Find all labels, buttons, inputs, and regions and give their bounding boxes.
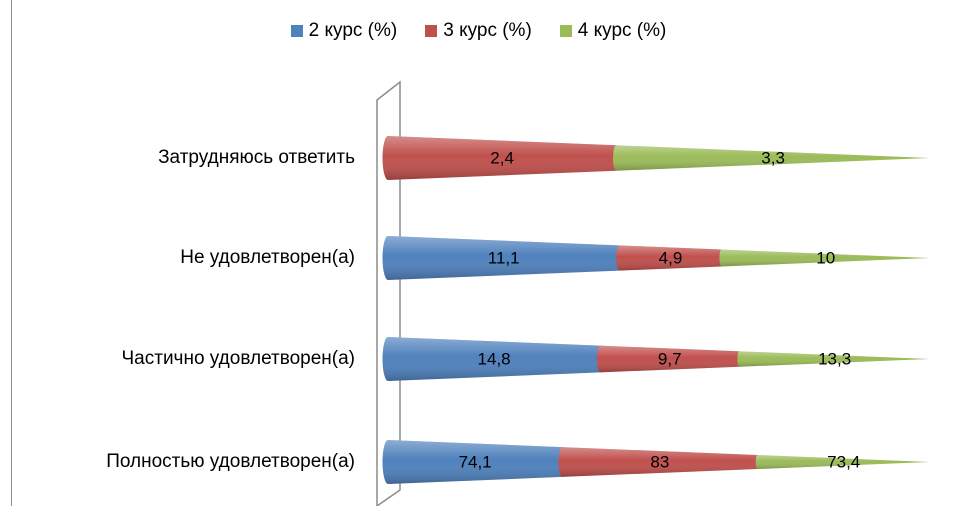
category-label: Частично удовлетворен(а) — [121, 348, 355, 369]
category-label: Затрудняюсь ответить — [158, 147, 355, 168]
data-label: 74,1 — [459, 453, 492, 472]
data-label: 2,4 — [490, 149, 514, 168]
bar-segment-shading — [382, 337, 604, 381]
category-label: Полностью удовлетворен(а) — [106, 451, 355, 472]
data-label: 4,9 — [659, 249, 683, 268]
legend-item-series-2: 3 курс (%) — [425, 20, 532, 42]
data-label: 73,4 — [827, 453, 860, 472]
plot-back-wall — [376, 80, 401, 506]
bar-segment-shading — [613, 145, 930, 171]
bar-segment-shading — [382, 440, 566, 484]
bar-segment-shading — [719, 249, 930, 267]
legend-swatch-series-3 — [559, 25, 572, 37]
legend-swatch-series-1 — [290, 25, 303, 37]
data-label: 13,3 — [818, 350, 851, 369]
data-label: 11,1 — [488, 249, 520, 268]
legend-item-series-3: 4 курс (%) — [559, 20, 667, 42]
bar-segment-shading — [558, 447, 760, 477]
bar-segment-shading — [382, 136, 620, 180]
data-label: 10 — [816, 249, 835, 268]
legend-item-series-1: 2 курс (%) — [290, 20, 398, 42]
legend-label-series-2: 3 курс (%) — [443, 20, 532, 41]
chart-frame-edge — [11, 0, 12, 506]
data-label: 14,8 — [478, 350, 511, 369]
bar-segment-shading — [616, 245, 724, 271]
bar-segment-shading — [596, 345, 742, 373]
category-label: Не удовлетворен(а) — [180, 247, 355, 268]
legend-label-series-1: 2 курс (%) — [308, 20, 398, 41]
bar-segment-shading — [382, 236, 623, 280]
bar-segment-shading — [755, 454, 930, 470]
data-label: 3,3 — [761, 149, 785, 168]
legend-label-series-3: 4 курс (%) — [577, 20, 667, 41]
legend-swatch-series-2 — [425, 25, 438, 37]
data-label: 83 — [650, 453, 669, 472]
bar-segment-shading — [737, 351, 930, 367]
data-label: 9,7 — [658, 350, 682, 369]
legend: 2 курс (%) 3 курс (%) 4 курс (%) — [0, 20, 957, 42]
